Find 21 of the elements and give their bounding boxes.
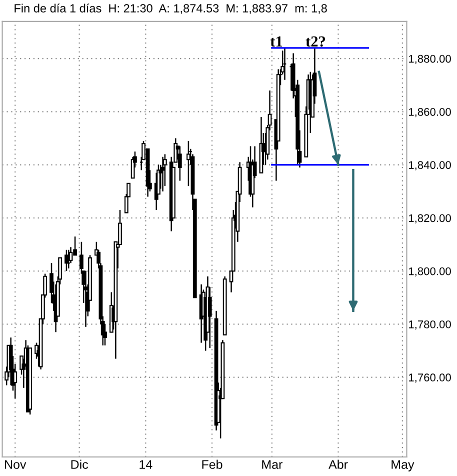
x-tick-label: Abr	[328, 460, 348, 469]
x-tick-label: May	[392, 460, 414, 472]
annotation: t1	[270, 36, 282, 47]
y-tick-label: 1,880.00	[408, 54, 451, 64]
x-tick-label: Feb	[202, 460, 222, 469]
chart-title: Fin de día 1 días H: 21:30 A: 1,874.53 M: 1,883.97 m: 1,8	[14, 4, 327, 14]
y-tick-label: 1,780.00	[408, 320, 451, 330]
x-tick-label: Mar	[262, 460, 282, 469]
y-tick-label: 1,860.00	[408, 108, 451, 118]
y-tick-label: 1,760.00	[408, 374, 451, 383]
annotation: t2?	[306, 36, 326, 47]
x-tick-label: Nov	[5, 460, 26, 469]
y-tick-label: 1,820.00	[408, 214, 451, 224]
y-tick-label: 1,800.00	[408, 267, 451, 277]
candlestick	[208, 286, 212, 349]
y-tick-label: 1,840.00	[408, 161, 451, 170]
candlestick	[160, 156, 165, 192]
candlestick	[64, 249, 68, 272]
x-tick-label: 14	[140, 460, 152, 469]
x-tick-label: Dic	[71, 460, 88, 469]
candlestick	[178, 146, 182, 182]
